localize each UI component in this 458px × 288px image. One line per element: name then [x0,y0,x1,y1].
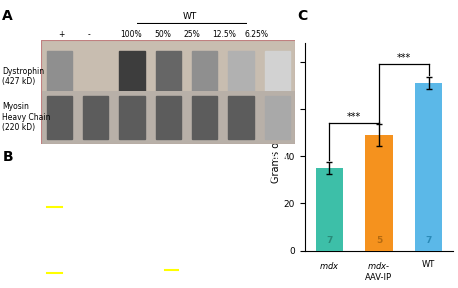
Bar [192,51,218,101]
Bar [265,51,290,101]
Bar [119,96,145,139]
Text: WT: WT [183,12,197,20]
Bar [156,96,181,139]
Bar [316,168,343,251]
Text: +: + [59,30,65,39]
Text: 6.25%: 6.25% [245,30,268,39]
Text: 25%: 25% [184,30,201,39]
Bar [192,96,218,139]
Bar [156,51,181,101]
Text: 12.5%: 12.5% [213,30,236,39]
Text: 5: 5 [376,236,382,245]
Bar [415,83,442,251]
Bar [228,51,254,101]
Text: Dystrophin
(427 kD): Dystrophin (427 kD) [2,67,44,86]
Bar [47,51,72,101]
Text: 100%: 100% [120,30,142,39]
Bar [119,51,145,101]
Text: B: B [2,150,13,164]
Text: 7: 7 [326,236,333,245]
Bar [47,96,72,139]
Y-axis label: Grams of force: Grams of force [271,111,281,183]
Text: A: A [2,9,13,23]
Text: Cas9/gRNA: Cas9/gRNA [238,154,289,162]
Text: Sham: Sham [46,218,72,227]
Bar [228,96,254,139]
Text: Myosin
Heavy Chain
(220 kD): Myosin Heavy Chain (220 kD) [2,103,51,132]
Bar [265,96,290,139]
Text: -: - [88,30,91,39]
Text: 50%: 50% [154,30,171,39]
Text: WT: WT [46,152,61,161]
Text: 7: 7 [425,236,432,245]
Text: ***: *** [397,53,411,63]
Bar [83,96,109,139]
Text: C: C [297,9,307,23]
Bar [365,135,393,251]
Text: ***: *** [347,112,361,122]
